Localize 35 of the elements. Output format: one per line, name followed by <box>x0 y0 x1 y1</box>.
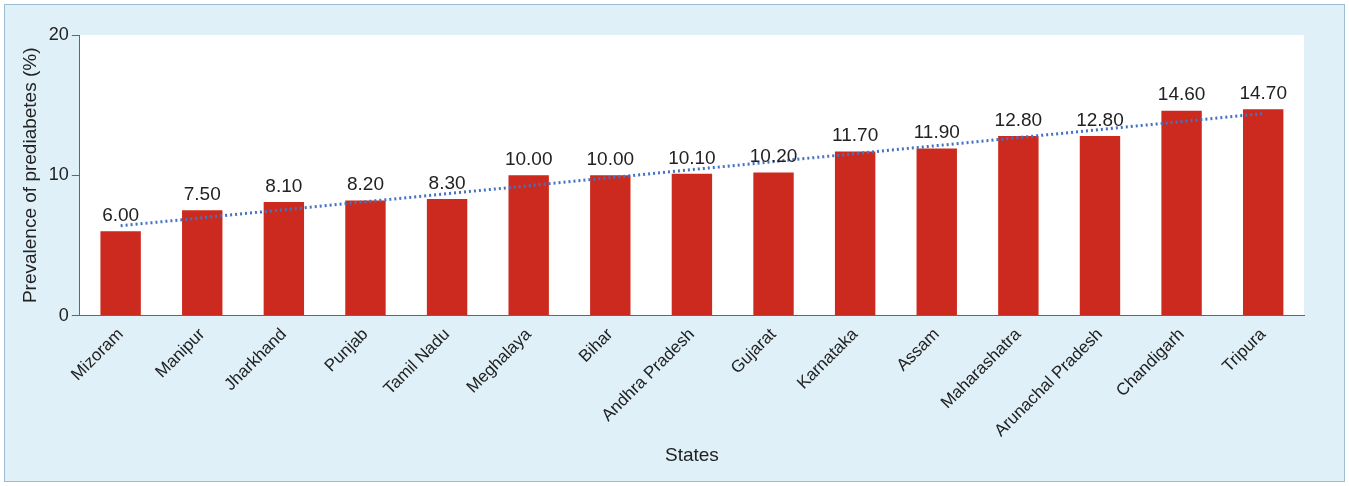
bar <box>263 201 305 316</box>
y-tick-label: 20 <box>48 23 69 44</box>
bar <box>916 148 957 316</box>
data-label: 10.00 <box>586 148 635 169</box>
data-label: 12.80 <box>994 108 1043 130</box>
bar <box>1079 135 1121 316</box>
data-label: 6.00 <box>102 204 140 226</box>
x-axis-title: States <box>664 443 719 465</box>
bar <box>426 199 468 316</box>
data-label: 10.00 <box>504 148 553 169</box>
bar <box>834 151 876 316</box>
bar <box>182 210 223 316</box>
bar <box>753 172 794 316</box>
bar <box>1242 109 1284 316</box>
bar <box>590 175 631 316</box>
bar <box>508 175 549 316</box>
data-label: 11.90 <box>913 121 960 143</box>
bar <box>345 200 386 316</box>
y-tick-label: 10 <box>48 164 69 185</box>
data-label: 7.50 <box>183 183 221 205</box>
bar <box>998 135 1039 316</box>
data-label: 10.10 <box>668 146 716 168</box>
data-label: 10.20 <box>749 145 798 167</box>
y-axis-title: Prevalence of prediabetes (%) <box>18 47 40 304</box>
data-label: 14.60 <box>1157 83 1206 105</box>
data-label: 11.70 <box>832 124 879 146</box>
bar <box>671 173 713 316</box>
bar <box>100 231 141 316</box>
data-label: 8.30 <box>428 171 466 193</box>
data-label: 8.20 <box>346 173 384 195</box>
data-label: 12.80 <box>1076 108 1124 130</box>
y-tick-label: 0 <box>58 304 69 325</box>
bar <box>1161 110 1202 316</box>
data-label: 8.10 <box>265 174 303 196</box>
data-label: 14.70 <box>1239 82 1287 104</box>
